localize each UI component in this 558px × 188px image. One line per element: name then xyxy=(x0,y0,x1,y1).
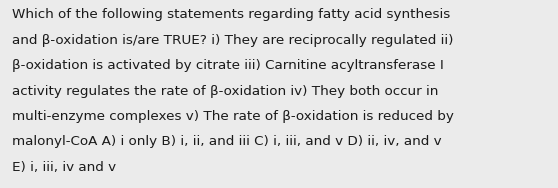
Text: Which of the following statements regarding fatty acid synthesis: Which of the following statements regard… xyxy=(12,8,450,21)
Text: multi-enzyme complexes v) The rate of β-oxidation is reduced by: multi-enzyme complexes v) The rate of β-… xyxy=(12,110,454,123)
Text: malonyl-CoA A) i only B) i, ii, and iii C) i, iii, and v D) ii, iv, and v: malonyl-CoA A) i only B) i, ii, and iii … xyxy=(12,135,442,148)
Text: and β-oxidation is/are TRUE? i) They are reciprocally regulated ii): and β-oxidation is/are TRUE? i) They are… xyxy=(12,34,454,47)
Text: activity regulates the rate of β-oxidation iv) They both occur in: activity regulates the rate of β-oxidati… xyxy=(12,85,439,98)
Text: E) i, iii, iv and v: E) i, iii, iv and v xyxy=(12,161,117,174)
Text: β-oxidation is activated by citrate iii) Carnitine acyltransferase I: β-oxidation is activated by citrate iii)… xyxy=(12,59,444,72)
